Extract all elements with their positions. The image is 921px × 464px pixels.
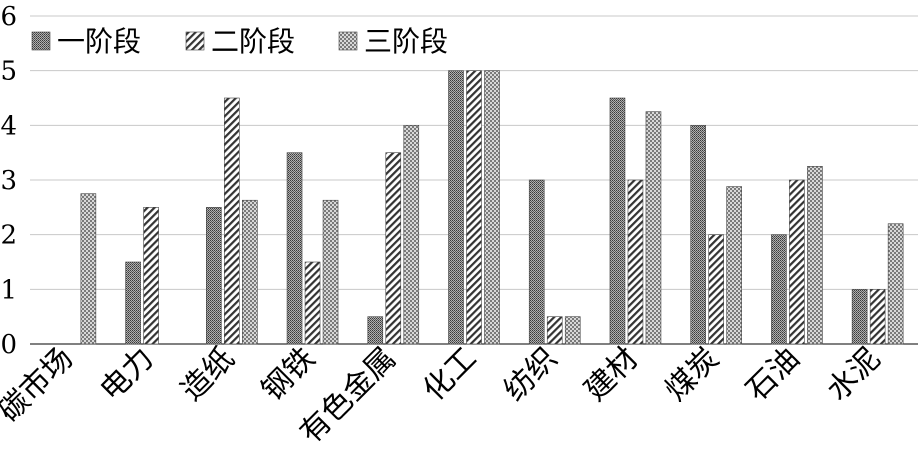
- bar-3-纺织: [564, 316, 581, 345]
- y-tick-label: 3: [0, 166, 17, 196]
- legend: 一阶段 二阶段 三阶段: [31, 25, 448, 58]
- y-tick-label: 5: [0, 57, 17, 87]
- legend-label-2: 二阶段: [211, 25, 295, 58]
- bar-2-有色金属: [385, 152, 402, 345]
- bar-1-煤炭: [690, 125, 706, 345]
- bar-3-造纸: [242, 199, 258, 345]
- bar-2-石油: [789, 179, 805, 345]
- legend-label-3: 三阶段: [364, 25, 448, 58]
- bar-3-有色金属: [403, 125, 420, 345]
- bar-3-化工: [484, 70, 500, 345]
- x-tick-label: 煤炭: [659, 341, 726, 408]
- bar-2-钢铁: [304, 261, 321, 345]
- x-tick-label: 钢铁: [255, 341, 322, 408]
- bar-2-水泥: [869, 289, 886, 345]
- y-tick-label: 6: [0, 2, 17, 32]
- x-tick-label: 石油: [739, 341, 806, 408]
- x-tick-label: 电力: [94, 341, 161, 408]
- bar-1-石油: [771, 234, 787, 345]
- bar-1-有色金属: [367, 316, 384, 345]
- bar-1-造纸: [206, 207, 222, 345]
- bar-1-化工: [448, 70, 464, 345]
- x-tick-label: 造纸: [174, 341, 241, 408]
- x-tick-label: 建材: [578, 341, 645, 408]
- x-tick-label: 水泥: [820, 341, 887, 408]
- legend-label-1: 一阶段: [57, 25, 141, 58]
- y-tick-label: 0: [0, 330, 17, 360]
- bar-3-水泥: [887, 223, 904, 345]
- bar-2-建材: [627, 179, 644, 345]
- y-tick-label: 1: [0, 275, 17, 305]
- bar-1-水泥: [851, 289, 868, 345]
- bar-2-造纸: [224, 97, 240, 345]
- bar-1-电力: [125, 261, 141, 345]
- y-tick-label: 2: [0, 221, 17, 251]
- x-tick-label: 纺织: [497, 341, 564, 408]
- y-tick-label: 4: [0, 111, 17, 141]
- bar-1-纺织: [528, 179, 545, 345]
- bar-2-电力: [143, 207, 159, 345]
- bars: [80, 70, 904, 345]
- bar-1-钢铁: [286, 152, 303, 345]
- y-axis-ticks: 0 1 2 3 4 5 6: [0, 2, 17, 360]
- legend-swatch-2: [185, 31, 205, 51]
- bar-3-碳市场: [80, 193, 97, 345]
- x-tick-label: 化工: [416, 341, 483, 408]
- legend-swatch-3: [338, 31, 358, 51]
- bar-1-建材: [609, 97, 626, 345]
- legend-swatch-1: [31, 31, 51, 51]
- bar-2-化工: [466, 70, 482, 345]
- bar-3-石油: [807, 166, 823, 345]
- bar-3-钢铁: [322, 199, 339, 345]
- bar-2-煤炭: [708, 234, 724, 345]
- bar-3-煤炭: [726, 186, 742, 345]
- bar-3-建材: [645, 111, 662, 345]
- bar-2-纺织: [546, 316, 563, 345]
